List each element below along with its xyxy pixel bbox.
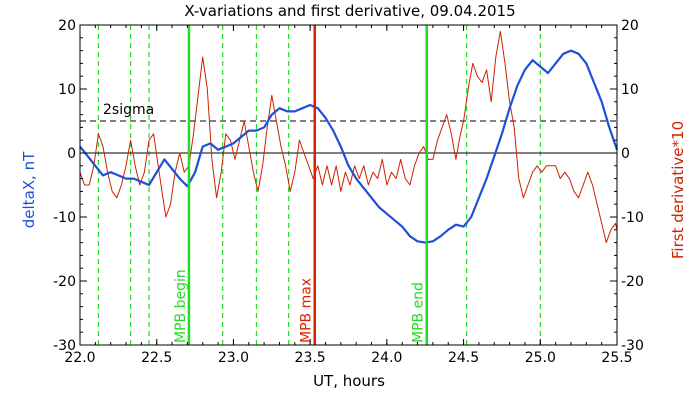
x-tick-label: 23.0 <box>218 350 249 366</box>
y-tick-label-left: -20 <box>53 274 76 290</box>
y-tick-label-right: 10 <box>621 82 639 98</box>
x-tick-label: 25.0 <box>525 350 556 366</box>
x-tick-label: 24.5 <box>448 350 479 366</box>
plot-frame <box>79 24 618 346</box>
y-axis-left: 20 10 0 -10 -20 -30 <box>53 18 87 354</box>
x-axis: 22.0 22.5 23.0 23.5 24.0 24.5 25.0 25.5 <box>64 25 633 366</box>
y-tick-label-left: 20 <box>58 18 76 34</box>
y-axis-left-label: deltaX, nT <box>20 151 38 228</box>
series-line-1 <box>79 49 619 244</box>
y-axis-right: 20 10 0 -10 -20 -30 <box>610 18 644 354</box>
x-tick-label: 22.0 <box>64 350 95 366</box>
grid-layer <box>80 25 617 345</box>
y-axis-right-label: First derivative*10 <box>669 121 687 259</box>
x-tick-label: 22.5 <box>141 350 172 366</box>
marker-label: MPB max <box>299 278 315 343</box>
x-tick-label: 25.5 <box>601 350 632 366</box>
y-tick-label-left: -30 <box>53 338 76 354</box>
y-tick-label-right: -10 <box>621 210 644 226</box>
y-tick-label-right: -20 <box>621 274 644 290</box>
y-tick-label-left: 10 <box>58 82 76 98</box>
y-tick-label-right: -30 <box>621 338 644 354</box>
x-axis-label: UT, hours <box>313 372 385 390</box>
marker-label: MPB begin <box>173 269 189 343</box>
y-tick-label-left: 0 <box>67 146 76 162</box>
y-tick-label-right: 0 <box>621 146 630 162</box>
chart-title: X-variations and first derivative, 09.04… <box>184 2 515 20</box>
y-tick-label-left: -10 <box>53 210 76 226</box>
x-tick-label: 24.0 <box>371 350 402 366</box>
series-line-2 <box>79 30 618 244</box>
threshold-label: 2sigma <box>103 102 154 118</box>
x-tick-label: 23.5 <box>295 350 326 366</box>
marker-layer: MPB begin MPB max MPB end <box>173 25 428 345</box>
y-tick-label-right: 20 <box>621 18 639 34</box>
marker-label: MPB end <box>411 282 427 343</box>
series-layer <box>79 30 619 244</box>
